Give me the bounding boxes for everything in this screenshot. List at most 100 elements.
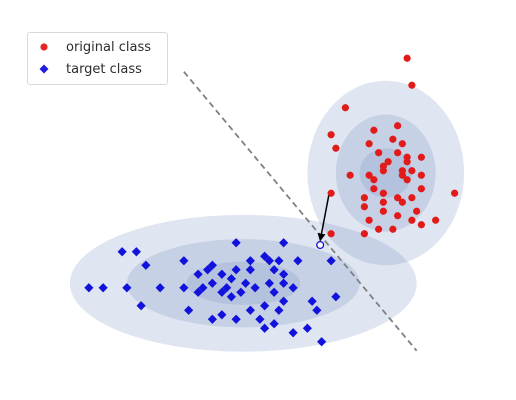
data-point-target-class: [136, 301, 146, 311]
data-point-original-class: [398, 198, 406, 206]
data-point-target-class: [117, 247, 127, 257]
data-point-target-class: [98, 283, 108, 293]
data-point-target-class: [193, 269, 203, 279]
data-point-target-class: [269, 287, 279, 297]
data-point-original-class: [379, 167, 387, 175]
data-point-target-class: [231, 314, 241, 324]
ellipse-layer: [69, 80, 465, 352]
data-point-original-class: [379, 189, 387, 197]
data-point-target-class: [255, 314, 265, 324]
data-point-original-class: [394, 122, 402, 130]
legend-circle-marker-icon: [36, 39, 52, 55]
data-point-original-class: [398, 171, 406, 179]
arrow-layer: [316, 195, 330, 250]
data-point-original-class: [417, 171, 425, 179]
data-point-target-class: [203, 265, 213, 275]
data-point-target-class: [207, 314, 217, 324]
point-layer: [84, 54, 459, 347]
data-point-target-class: [264, 256, 274, 266]
data-point-original-class: [327, 230, 335, 238]
data-point-original-class: [360, 203, 368, 211]
data-point-target-class: [302, 323, 312, 333]
data-point-target-class: [279, 269, 289, 279]
data-point-original-class: [327, 189, 335, 197]
data-point-original-class: [408, 216, 416, 224]
data-point-target-class: [231, 265, 241, 275]
legend: original class target class: [27, 32, 168, 85]
data-point-target-class: [260, 251, 270, 261]
data-point-target-class: [317, 337, 327, 347]
data-point-target-class: [84, 283, 94, 293]
data-point-original-class: [375, 225, 383, 233]
data-point-original-class: [332, 144, 340, 152]
data-point-target-class: [179, 256, 189, 266]
data-point-target-class: [279, 238, 289, 248]
data-point-target-class: [231, 238, 241, 248]
legend-item-original-class: original class: [36, 37, 151, 57]
data-point-original-class: [365, 140, 373, 148]
data-point-target-class: [245, 265, 255, 275]
data-point-target-class: [245, 256, 255, 266]
data-point-original-class: [379, 198, 387, 206]
legend-diamond-marker-icon: [36, 61, 52, 77]
data-point-target-class: [217, 310, 227, 320]
data-point-original-class: [417, 221, 425, 229]
data-point-target-class: [250, 283, 260, 293]
data-point-target-class: [241, 278, 251, 288]
data-point-target-class: [279, 296, 289, 306]
data-point-target-class: [198, 283, 208, 293]
data-point-target-class: [179, 283, 189, 293]
data-point-original-class: [379, 207, 387, 215]
data-point-target-class: [131, 247, 141, 257]
data-point-original-class: [370, 176, 378, 184]
data-point-target-class: [260, 301, 270, 311]
boundary-layer: [183, 71, 418, 352]
data-point-original-class: [389, 225, 397, 233]
data-point-original-class: [346, 171, 354, 179]
data-point-target-class: [245, 305, 255, 315]
data-point-original-class: [360, 230, 368, 238]
data-point-original-class: [394, 149, 402, 157]
data-point-target-class: [269, 265, 279, 275]
adversarial-example-point: [316, 240, 325, 250]
data-point-target-class: [155, 283, 165, 293]
data-point-target-class: [226, 274, 236, 284]
data-point-original-class: [413, 207, 421, 215]
data-point-target-class: [226, 292, 236, 302]
data-point-original-class: [394, 194, 402, 202]
data-point-target-class: [269, 319, 279, 329]
data-point-original-class: [403, 54, 411, 62]
decision-boundary-line: [183, 71, 418, 352]
data-point-target-class: [293, 256, 303, 266]
data-point-original-class: [365, 216, 373, 224]
data-point-target-class: [236, 287, 246, 297]
data-point-original-class: [408, 81, 416, 89]
data-point-target-class: [274, 256, 284, 266]
data-point-target-class: [207, 260, 217, 270]
data-point-target-class: [122, 283, 132, 293]
data-point-target-class: [279, 278, 289, 288]
legend-label-target-class: target class: [66, 61, 142, 77]
data-point-original-class: [398, 140, 406, 148]
data-point-original-class: [370, 185, 378, 193]
data-point-target-class: [326, 256, 336, 266]
data-point-original-class: [417, 153, 425, 161]
data-point-target-class: [274, 305, 284, 315]
data-point-original-class: [451, 189, 459, 197]
data-point-original-class: [375, 149, 383, 157]
data-point-target-class: [288, 328, 298, 338]
data-point-target-class: [307, 296, 317, 306]
legend-item-target-class: target class: [36, 59, 142, 79]
data-point-original-class: [360, 194, 368, 202]
data-point-target-class: [260, 323, 270, 333]
data-point-original-class: [408, 194, 416, 202]
data-point-target-class: [184, 305, 194, 315]
data-point-target-class: [288, 283, 298, 293]
data-point-original-class: [327, 131, 335, 139]
data-point-target-class: [141, 260, 151, 270]
data-point-original-class: [341, 104, 349, 112]
data-point-original-class: [384, 158, 392, 166]
data-point-target-class: [312, 305, 322, 315]
data-point-original-class: [403, 158, 411, 166]
